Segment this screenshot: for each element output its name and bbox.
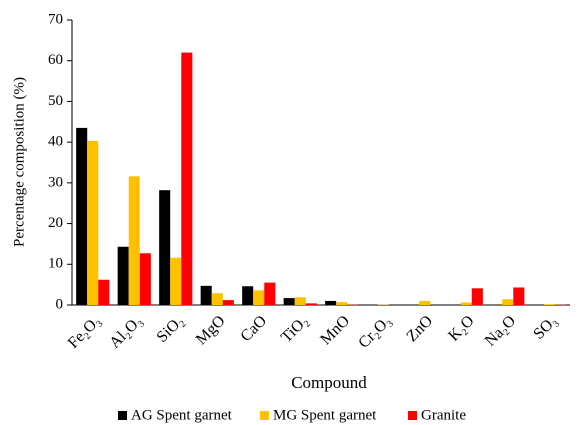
- bar: [117, 246, 129, 305]
- bar: [543, 304, 555, 305]
- x-tick-label: Na₂O: [482, 312, 519, 349]
- y-tick-label: 70: [48, 11, 63, 27]
- bar: [200, 285, 212, 305]
- x-tick-label: TiO₂: [278, 312, 312, 346]
- bar: [471, 288, 483, 305]
- x-tick-label: MnO: [317, 312, 353, 348]
- bar: [460, 302, 472, 305]
- legend-label: MG Spent garnet: [273, 407, 377, 423]
- bar: [87, 140, 99, 305]
- bar: [222, 300, 234, 305]
- bar: [242, 286, 254, 305]
- bar: [325, 300, 337, 305]
- bar: [283, 298, 295, 305]
- x-tick-label: SiO₂: [154, 312, 188, 346]
- x-tick-label: MgO: [193, 312, 229, 348]
- bar: [264, 282, 276, 305]
- bar: [159, 190, 171, 305]
- bar: [502, 299, 514, 305]
- bar: [253, 290, 265, 305]
- x-tick-label: Cr₂O₃: [355, 312, 394, 351]
- x-tick-label: K₂O: [445, 312, 477, 344]
- y-axis-label: Percentage composition (%): [11, 77, 27, 247]
- legend-label: AG Spent garnet: [131, 407, 233, 423]
- y-tick-label: 50: [48, 93, 63, 109]
- bar: [98, 279, 110, 305]
- bar: [294, 297, 306, 305]
- bar: [181, 52, 193, 306]
- legend-swatch: [408, 411, 417, 420]
- bar: [419, 300, 431, 305]
- x-tick-label: ZnO: [403, 312, 436, 345]
- bar: [139, 253, 151, 305]
- y-tick-label: 60: [48, 52, 63, 68]
- y-tick-label: 20: [48, 215, 63, 231]
- bar: [305, 303, 317, 305]
- bar: [211, 293, 223, 305]
- bar: [76, 127, 88, 306]
- x-tick-label: Al₂O₃: [106, 312, 145, 351]
- bar: [170, 257, 182, 305]
- legend-label: Granite: [421, 407, 466, 423]
- legend-swatch: [118, 411, 127, 420]
- x-axis-label: Compound: [291, 373, 367, 392]
- y-tick-label: 30: [48, 174, 63, 190]
- bar: [336, 302, 348, 305]
- x-tick-label: CaO: [237, 312, 270, 345]
- y-tick-label: 10: [48, 256, 63, 272]
- bar: [128, 176, 140, 305]
- bar: [513, 287, 525, 305]
- legend-swatch: [260, 411, 269, 420]
- y-tick-label: 40: [48, 134, 63, 150]
- y-tick-label: 0: [56, 296, 64, 312]
- x-tick-label: Fe₂O₃: [65, 312, 104, 351]
- x-tick-label: SO₃: [530, 312, 560, 342]
